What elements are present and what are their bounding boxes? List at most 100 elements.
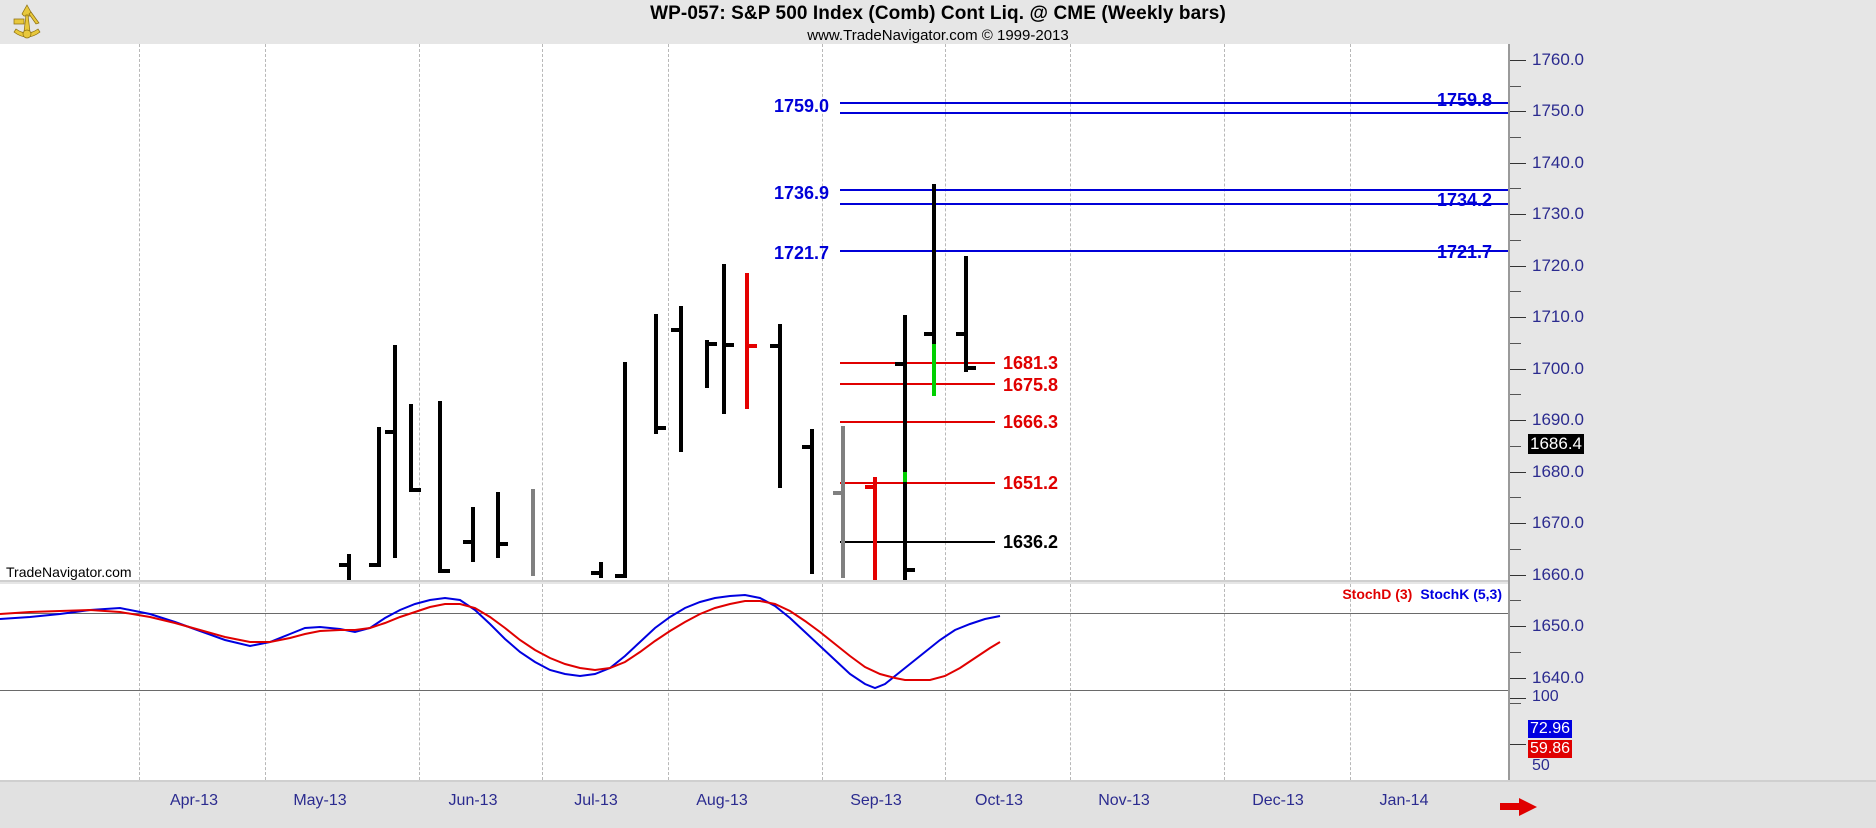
- price-bar: [409, 404, 413, 492]
- neutral-line-1636-2[interactable]: [840, 541, 995, 543]
- date-axis[interactable]: Apr-13 May-13 Jun-13 Jul-13 Aug-13 Sep-1…: [0, 780, 1876, 828]
- axis-value: 1740.0: [1532, 153, 1584, 172]
- price-bar-close-tick: [907, 568, 915, 572]
- axis-value: 1670.0: [1532, 513, 1584, 532]
- date-axis-label: Jan-14: [1379, 792, 1429, 809]
- axis-tick: [1510, 523, 1526, 524]
- gridline-vertical: [1350, 584, 1351, 780]
- stoch-axis-tick: [1510, 744, 1526, 745]
- price-bar-open-tick: [591, 571, 599, 575]
- stoch-d-readout: 59.86: [1528, 740, 1573, 758]
- stoch-axis-value: 50: [1532, 757, 1550, 774]
- axis-value: 1760.0: [1532, 50, 1584, 69]
- axis-value: 1680.0: [1532, 462, 1584, 481]
- gridline-vertical: [542, 584, 543, 780]
- watermark: TradeNavigator.com: [6, 564, 132, 580]
- stoch-midline: [0, 613, 1508, 614]
- axis-tick: [1510, 86, 1521, 87]
- level-label-right[interactable]: 1675.8: [1003, 375, 1059, 395]
- price-bar-close-tick: [709, 342, 717, 346]
- price-bar-prior: [531, 489, 535, 576]
- date-axis-label: Jun-13: [448, 792, 498, 809]
- price-bar-open-tick: [895, 362, 903, 366]
- gridline-vertical: [139, 44, 140, 580]
- price-bar: [705, 340, 709, 388]
- gridline-vertical: [668, 44, 669, 580]
- gridline-vertical: [139, 584, 140, 780]
- axis-tick: [1510, 497, 1521, 498]
- level-label-right[interactable]: 1759.8: [1437, 90, 1493, 110]
- price-bar: [599, 562, 603, 578]
- sextant-logo: [13, 4, 41, 39]
- axis-tick: [1510, 343, 1521, 344]
- stoch-axis-tick: [1510, 698, 1526, 699]
- resistance-line-1721-7[interactable]: [840, 250, 1508, 252]
- level-label-right[interactable]: 1721.7: [1437, 242, 1493, 262]
- stochastic-plot: [0, 593, 1001, 690]
- price-bar: [393, 345, 397, 558]
- level-label-left[interactable]: 1736.9: [774, 183, 830, 203]
- price-bar: [496, 492, 500, 558]
- axis-tick: [1510, 652, 1521, 653]
- support-line-1651-2[interactable]: [840, 482, 995, 484]
- price-bar-close-tick: [726, 343, 734, 347]
- axis-value: 1750.0: [1532, 101, 1584, 120]
- axis-tick: [1510, 678, 1526, 679]
- price-bar: [722, 264, 726, 414]
- level-label-right[interactable]: 1666.3: [1003, 412, 1059, 432]
- resistance-line-1736-9[interactable]: [840, 189, 1508, 191]
- axis-tick: [1510, 163, 1526, 164]
- stoch-baseline: [0, 690, 1508, 691]
- price-bar-close-tick: [500, 542, 508, 546]
- support-line-1675-8[interactable]: [840, 383, 995, 385]
- price-chart-panel[interactable]: 1759.0 1736.9 1721.7 1759.8 1734.2 1721.…: [0, 44, 1508, 582]
- axis-value: 1730.0: [1532, 204, 1584, 223]
- level-label-right[interactable]: 1651.2: [1003, 473, 1059, 493]
- level-label-right[interactable]: 1681.3: [1003, 353, 1059, 373]
- axis-value: 1720.0: [1532, 256, 1584, 275]
- stoch-d-line: [0, 600, 1001, 681]
- axis-tick: [1510, 549, 1521, 550]
- price-bar-open-tick: [385, 430, 393, 434]
- axis-tick: [1510, 472, 1526, 473]
- gridline-vertical: [668, 584, 669, 780]
- price-bar-open-tick: [671, 328, 679, 332]
- axis-tick: [1510, 240, 1521, 241]
- level-label-left[interactable]: 1721.7: [774, 243, 830, 263]
- price-bar: [438, 401, 442, 573]
- stoch-axis-value: 100: [1532, 688, 1559, 705]
- price-bar: [932, 184, 936, 344]
- axis-tick: [1510, 600, 1521, 601]
- level-label-right[interactable]: 1636.2: [1003, 532, 1059, 552]
- price-axis[interactable]: 1760.0 1750.0 1740.0 1730.0 1720.0 1710.…: [1508, 44, 1876, 780]
- price-bar: [903, 315, 907, 580]
- axis-tick: [1510, 446, 1521, 447]
- scroll-arrow-icon[interactable]: [1519, 798, 1537, 816]
- price-bar: [810, 429, 814, 574]
- scroll-arrow-bar[interactable]: [1500, 803, 1520, 810]
- stoch-k-line: [0, 593, 1001, 690]
- price-bar-close-tick: [442, 569, 450, 573]
- level-label-right[interactable]: 1734.2: [1437, 190, 1493, 210]
- stochastic-panel[interactable]: StochD (3) StochK (5,3): [0, 584, 1508, 780]
- support-line-1681-3[interactable]: [840, 362, 995, 364]
- support-line-1666-3[interactable]: [840, 421, 995, 423]
- price-bar-close-tick: [413, 488, 421, 492]
- price-bar-open-tick: [865, 485, 873, 489]
- resistance-line-1734-2[interactable]: [840, 203, 1508, 205]
- price-bar: [347, 554, 351, 580]
- axis-tick: [1510, 266, 1526, 267]
- resistance-line-1759-0[interactable]: [840, 112, 1508, 114]
- axis-tick: [1510, 626, 1526, 627]
- axis-tick: [1510, 369, 1526, 370]
- stoch-k-readout: 72.96: [1528, 720, 1573, 738]
- axis-value: 1690.0: [1532, 410, 1584, 429]
- price-bar: [778, 324, 782, 488]
- stoch-d-legend-label: StochD (3): [1342, 586, 1413, 602]
- resistance-line-1759-8[interactable]: [840, 102, 1508, 104]
- gridline-vertical: [1350, 44, 1351, 580]
- level-label-left[interactable]: 1759.0: [774, 96, 830, 116]
- price-bar-close-tick: [658, 426, 666, 430]
- price-bar-prior: [841, 426, 845, 578]
